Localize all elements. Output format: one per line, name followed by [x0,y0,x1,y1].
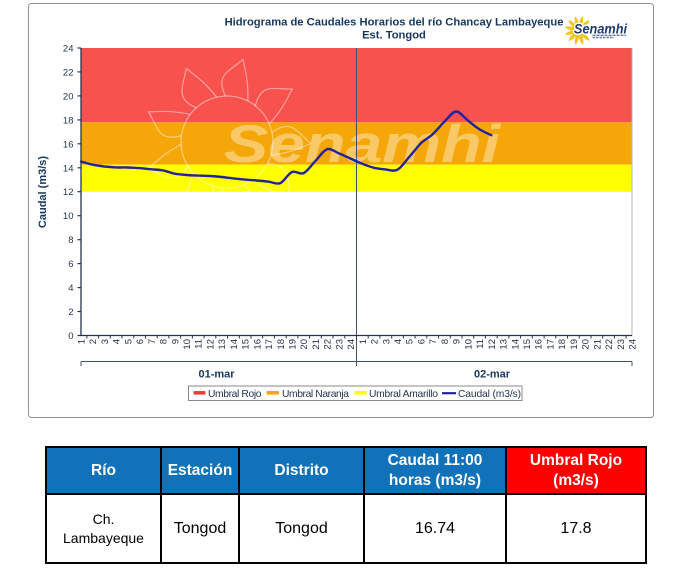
svg-text:02-mar: 02-mar [474,369,511,381]
svg-text:16: 16 [252,339,263,350]
svg-text:4: 4 [393,339,404,344]
svg-text:13: 13 [217,339,228,350]
svg-text:9: 9 [170,339,181,344]
svg-text:Est. Tongod: Est. Tongod [362,30,426,42]
svg-text:20: 20 [63,91,74,102]
svg-text:6: 6 [68,259,73,270]
svg-text:Hidrograma de Caudales Horario: Hidrograma de Caudales Horarios del río … [225,17,564,29]
svg-text:7: 7 [428,339,439,344]
svg-text:21: 21 [592,339,603,350]
svg-text:10: 10 [463,339,474,350]
svg-text:14: 14 [510,339,521,350]
svg-text:Senamhi: Senamhi [574,21,628,37]
svg-text:18: 18 [557,339,568,350]
svg-text:12: 12 [63,187,74,198]
svg-text:01-mar: 01-mar [198,369,235,381]
svg-text:17: 17 [264,339,275,350]
svg-text:4: 4 [68,283,73,294]
svg-text:17: 17 [545,339,556,350]
svg-text:20: 20 [299,339,310,350]
svg-text:1: 1 [77,339,88,344]
svg-text:6: 6 [417,339,428,344]
svg-text:3: 3 [100,339,111,344]
svg-text:2: 2 [68,307,73,318]
svg-text:7: 7 [147,339,158,344]
svg-text:19: 19 [288,339,299,350]
svg-text:22: 22 [323,339,334,350]
svg-text:6: 6 [135,339,146,344]
svg-text:5: 5 [405,339,416,344]
svg-text:16: 16 [534,339,545,350]
svg-text:23: 23 [616,339,627,350]
svg-text:11: 11 [475,339,486,349]
svg-text:10: 10 [182,339,193,350]
svg-text:Umbral Amarillo: Umbral Amarillo [369,389,438,400]
svg-text:12: 12 [206,339,217,350]
svg-text:24: 24 [63,44,74,55]
svg-text:14: 14 [229,339,240,350]
svg-text:Umbral Rojo: Umbral Rojo [208,389,262,400]
svg-text:19: 19 [569,339,580,350]
svg-text:22: 22 [604,339,615,350]
svg-text:Caudal (m3/s): Caudal (m3/s) [458,389,521,400]
svg-text:15: 15 [522,339,533,350]
svg-text:18: 18 [276,339,287,350]
svg-text:10: 10 [63,211,74,222]
svg-text:9: 9 [452,339,463,344]
svg-text:Senamhi: Senamhi [574,21,628,37]
svg-text:12: 12 [487,339,498,350]
svg-text:0: 0 [68,331,73,342]
svg-text:24: 24 [346,339,357,350]
svg-text:Caudal (m3/s): Caudal (m3/s) [37,156,49,228]
svg-text:11: 11 [194,339,205,349]
svg-text:22: 22 [63,67,74,78]
svg-text:8: 8 [159,339,170,344]
svg-text:16: 16 [63,139,74,150]
svg-text:24: 24 [628,339,639,350]
svg-text:13: 13 [499,339,510,350]
svg-text:3: 3 [381,339,392,344]
svg-text:14: 14 [63,163,74,174]
svg-text:20: 20 [581,339,592,350]
svg-text:23: 23 [334,339,345,350]
svg-text:21: 21 [311,339,322,350]
svg-text:1: 1 [358,339,369,344]
svg-text:Umbral Naranja: Umbral Naranja [282,389,349,400]
svg-text:15: 15 [241,339,252,350]
svg-text:2: 2 [370,339,381,344]
svg-text:8: 8 [68,235,73,246]
svg-text:2: 2 [88,339,99,344]
svg-text:5: 5 [123,339,134,344]
svg-text:8: 8 [440,339,451,344]
svg-text:4: 4 [112,339,123,344]
svg-text:18: 18 [63,115,74,126]
